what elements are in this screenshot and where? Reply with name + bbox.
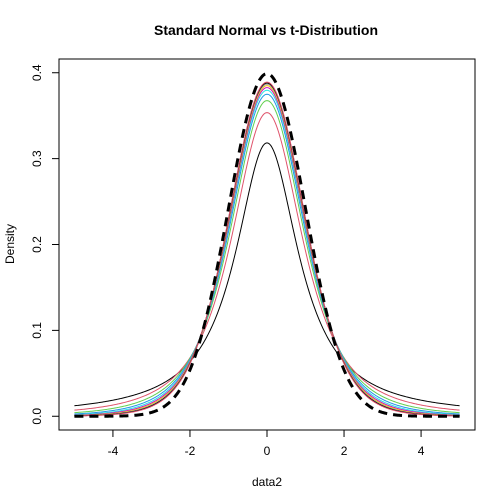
chart-title: Standard Normal vs t-Distribution bbox=[154, 22, 378, 38]
y-tick-label: 0.2 bbox=[30, 236, 44, 253]
series-line-t-df9 bbox=[74, 82, 460, 417]
plot-frame bbox=[58, 58, 476, 431]
x-tick-label: 4 bbox=[418, 444, 425, 458]
series-line-t-df3 bbox=[74, 100, 460, 414]
y-tick-label: 0.1 bbox=[30, 322, 44, 339]
series-line-t-df10 bbox=[74, 81, 460, 417]
curves-group bbox=[74, 72, 460, 418]
series-line-t-df8 bbox=[74, 83, 460, 417]
series-line-t-df1 bbox=[74, 142, 460, 407]
y-tick-label: 0.4 bbox=[30, 64, 44, 81]
x-tick-label: 0 bbox=[264, 444, 271, 458]
x-tick-label: -2 bbox=[185, 444, 196, 458]
x-tick-label: -4 bbox=[108, 444, 119, 458]
series-line-t-df2 bbox=[74, 112, 460, 411]
y-axis: 0.0 0.1 0.2 0.3 0.4 bbox=[30, 64, 60, 425]
y-tick-label: 0.0 bbox=[30, 408, 44, 425]
series-line-t-df5 bbox=[74, 89, 460, 416]
x-tick-label: 2 bbox=[341, 444, 348, 458]
series-line-t-df6 bbox=[74, 87, 460, 416]
x-axis-label: data2 bbox=[252, 475, 282, 489]
y-axis-label: Density bbox=[3, 224, 17, 264]
series-line-t-df4 bbox=[74, 93, 460, 415]
y-tick-label: 0.3 bbox=[30, 150, 44, 167]
series-line-t-df7 bbox=[74, 85, 460, 416]
series-line-normal bbox=[74, 72, 460, 418]
x-axis: -4 -2 0 2 4 bbox=[108, 429, 425, 458]
